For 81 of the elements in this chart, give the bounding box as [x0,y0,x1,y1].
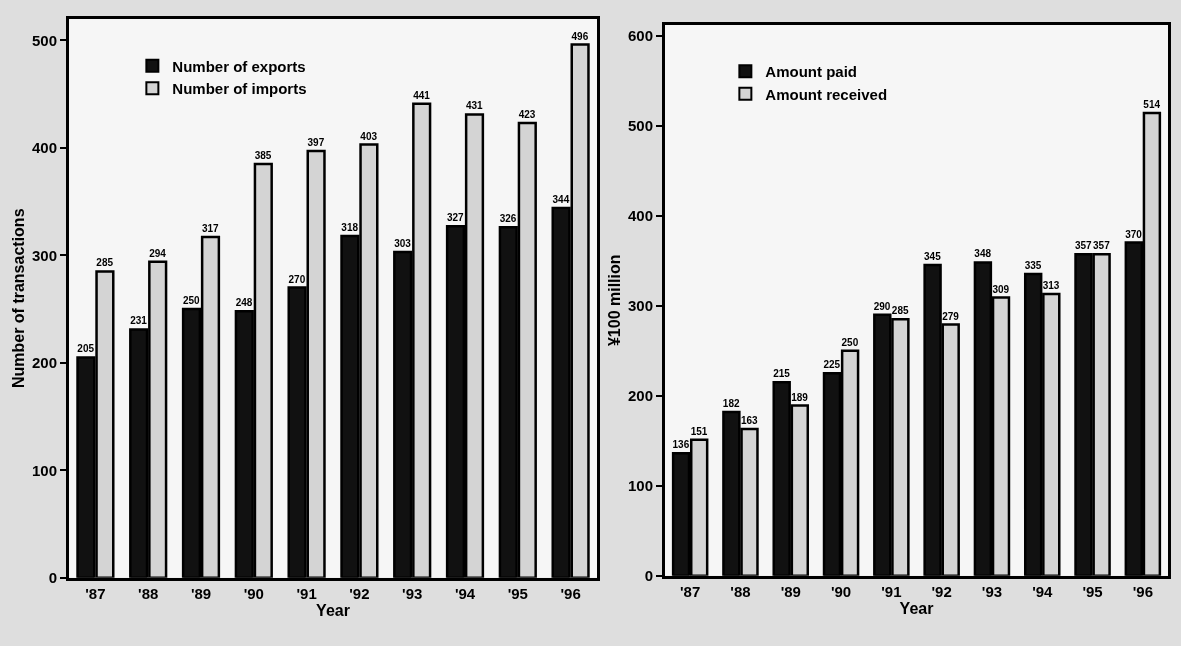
data-label: 370 [1125,228,1143,240]
data-label: 205 [77,343,95,355]
x-tick-label: '91 [881,582,902,600]
data-label: 357 [1093,240,1111,252]
x-tick-label: '95 [507,584,528,602]
data-label: 285 [96,257,114,269]
data-label: 403 [360,130,378,142]
data-label: 248 [235,297,253,309]
data-label: 290 [873,300,891,312]
data-label: 345 [924,251,942,263]
x-tick-label: '93 [981,582,1003,600]
y-axis-title: ¥100 million [605,254,623,347]
data-label: 182 [722,397,740,409]
y-tick-label: 600 [627,26,653,44]
data-label: 189 [791,391,809,403]
y-tick-label: 400 [627,206,653,224]
data-label: 151 [690,425,708,437]
y-tick-label: 200 [627,386,653,404]
data-label: 294 [149,247,167,259]
data-label: 270 [288,273,306,285]
y-tick-label: 300 [627,296,653,314]
data-label: 279 [942,310,960,322]
x-tick-label: '92 [931,582,952,600]
x-tick-label: '87 [680,582,701,600]
x-axis-title: Year [316,601,350,619]
data-label: 357 [1074,240,1093,252]
x-tick-label: '90 [830,582,852,600]
data-label: 423 [518,109,536,121]
data-label: 231 [130,315,148,327]
legend-label: Amount paid [765,63,858,81]
data-label: 514 [1143,98,1161,110]
x-tick-label: '88 [730,582,751,600]
y-tick-label: 400 [31,139,57,157]
y-tick-label: 100 [31,461,57,479]
y-tick-label: 200 [31,354,57,371]
x-tick-label: '92 [349,584,370,602]
data-label: 317 [201,222,220,234]
x-tick-label: '95 [1082,582,1103,600]
data-label: 250 [182,295,201,307]
data-label: 385 [254,149,272,161]
x-tick-label: '89 [190,584,212,602]
data-label: 431 [465,100,484,112]
legend-label: Amount received [765,85,888,103]
x-tick-label: '96 [560,584,581,602]
legend-label: Number of imports [172,80,307,98]
y-tick-label: 300 [31,246,57,264]
x-axis-title: Year [899,599,934,617]
x-tick-label: '89 [780,582,801,600]
y-tick-label: 0 [48,569,57,586]
data-label: 215 [773,368,791,380]
x-tick-label: '87 [85,584,106,602]
data-label: 318 [341,221,359,233]
y-tick-label: 100 [627,476,653,494]
x-tick-label: '94 [1032,582,1054,600]
data-label: 250 [841,336,859,348]
data-label: 313 [1042,279,1060,291]
legend-label: Number of exports [172,57,306,75]
y-axis-title: Number of transactions [9,208,27,389]
data-label: 348 [974,248,992,260]
x-tick-label: '90 [243,584,264,602]
x-tick-label: '91 [296,584,317,602]
data-label: 225 [823,359,841,371]
data-label: 344 [552,193,570,205]
x-tick-label: '88 [138,584,159,602]
x-tick-label: '93 [402,584,423,602]
y-tick-label: 0 [644,567,653,585]
x-tick-label: '94 [454,584,476,602]
data-label: 136 [672,439,690,451]
data-label: 335 [1024,260,1042,272]
data-label: 309 [992,283,1010,295]
data-label: 496 [571,30,589,42]
data-label: 163 [740,415,759,426]
y-tick-label: 500 [627,116,653,134]
y-tick-label: 500 [31,31,57,49]
data-label: 285 [891,305,909,317]
data-label: 326 [499,213,517,225]
data-label: 397 [307,136,325,148]
x-tick-label: '96 [1132,582,1153,600]
data-label: 303 [394,238,412,250]
data-label: 327 [446,212,465,224]
data-label: 441 [413,89,431,101]
